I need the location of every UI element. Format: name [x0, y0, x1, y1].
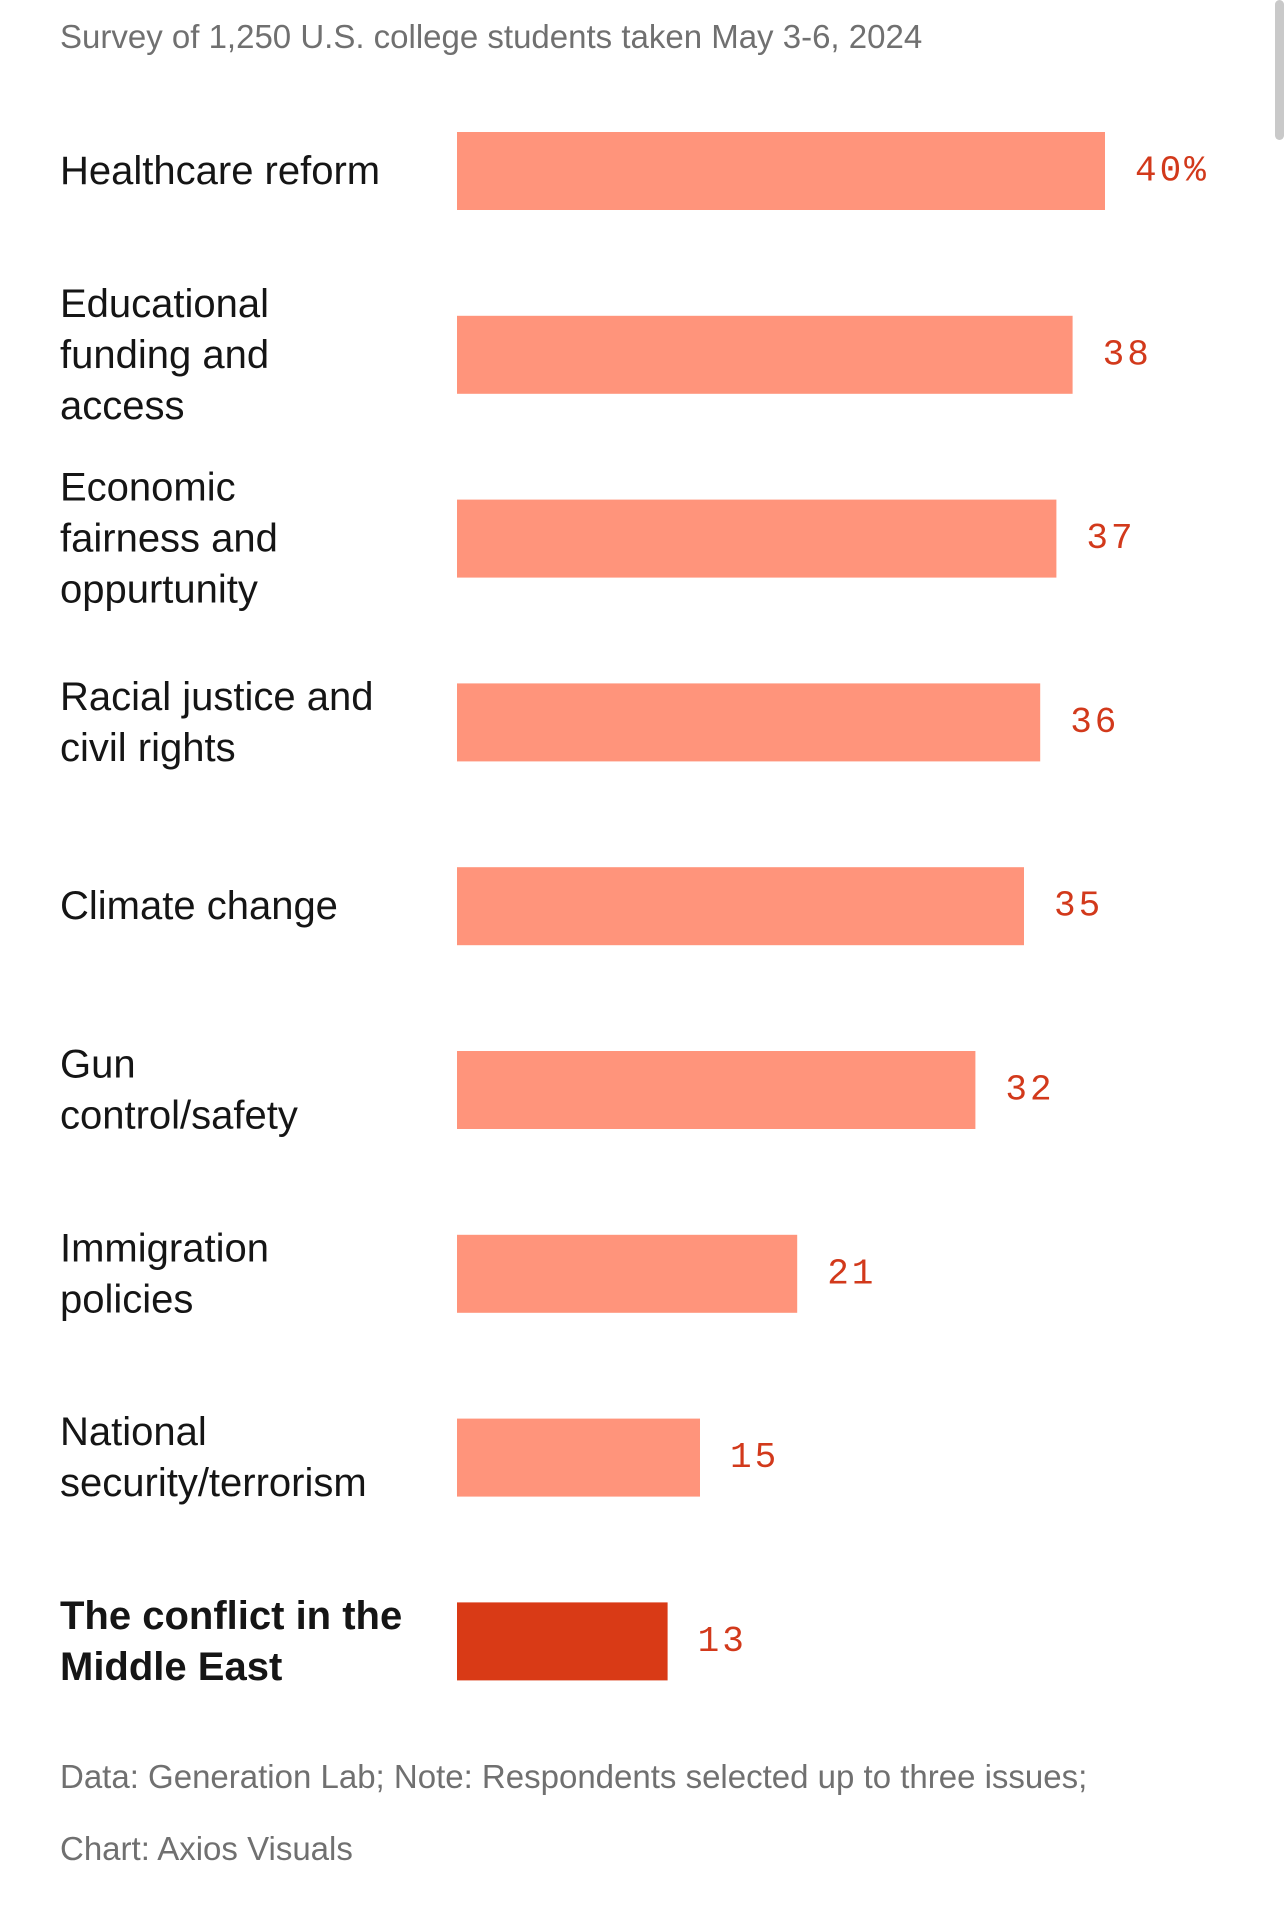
value-label: 37	[1086, 518, 1135, 559]
bar	[457, 132, 1105, 210]
bar	[457, 1051, 976, 1129]
bar	[457, 683, 1041, 762]
category-label: security/terrorism	[60, 1461, 367, 1505]
bar	[457, 867, 1024, 946]
category-label: Middle East	[60, 1645, 282, 1689]
value-label: 13	[698, 1621, 747, 1662]
value-label: 36	[1070, 702, 1119, 743]
chart-subtitle: Survey of 1,250 U.S. college students ta…	[60, 18, 923, 55]
category-label: oppurtunity	[60, 568, 258, 612]
source-note: Data: Generation Lab; Note: Respondents …	[60, 1758, 1088, 1795]
category-label: Climate change	[60, 884, 338, 928]
category-label: The conflict in the	[60, 1594, 402, 1638]
category-label: civil rights	[60, 726, 236, 770]
category-label: control/safety	[60, 1094, 298, 1138]
value-label: 35	[1054, 886, 1103, 927]
category-label: Racial justice and	[60, 675, 374, 719]
value-label: 15	[730, 1437, 779, 1478]
category-label: Educational	[60, 282, 269, 326]
category-label: Immigration	[60, 1226, 269, 1270]
category-label: Healthcare reform	[60, 149, 380, 193]
value-label: 32	[1005, 1070, 1054, 1111]
value-label: 38	[1103, 334, 1152, 375]
category-label: National	[60, 1410, 207, 1454]
bar	[457, 1234, 798, 1313]
value-label: 40%	[1135, 151, 1209, 192]
value-label: 21	[827, 1253, 876, 1294]
scrollbar[interactable]	[1275, 0, 1284, 140]
category-label: policies	[60, 1277, 193, 1321]
bar	[457, 1418, 700, 1497]
bar	[457, 499, 1057, 578]
highlighted-bar	[457, 1602, 668, 1681]
chart-credit: Chart: Axios Visuals	[60, 1830, 353, 1867]
bar	[457, 315, 1073, 394]
category-label: Economic	[60, 466, 236, 510]
category-label: Gun	[60, 1043, 136, 1087]
category-label: funding and	[60, 333, 269, 377]
category-label: access	[60, 384, 185, 428]
category-label: fairness and	[60, 517, 278, 561]
